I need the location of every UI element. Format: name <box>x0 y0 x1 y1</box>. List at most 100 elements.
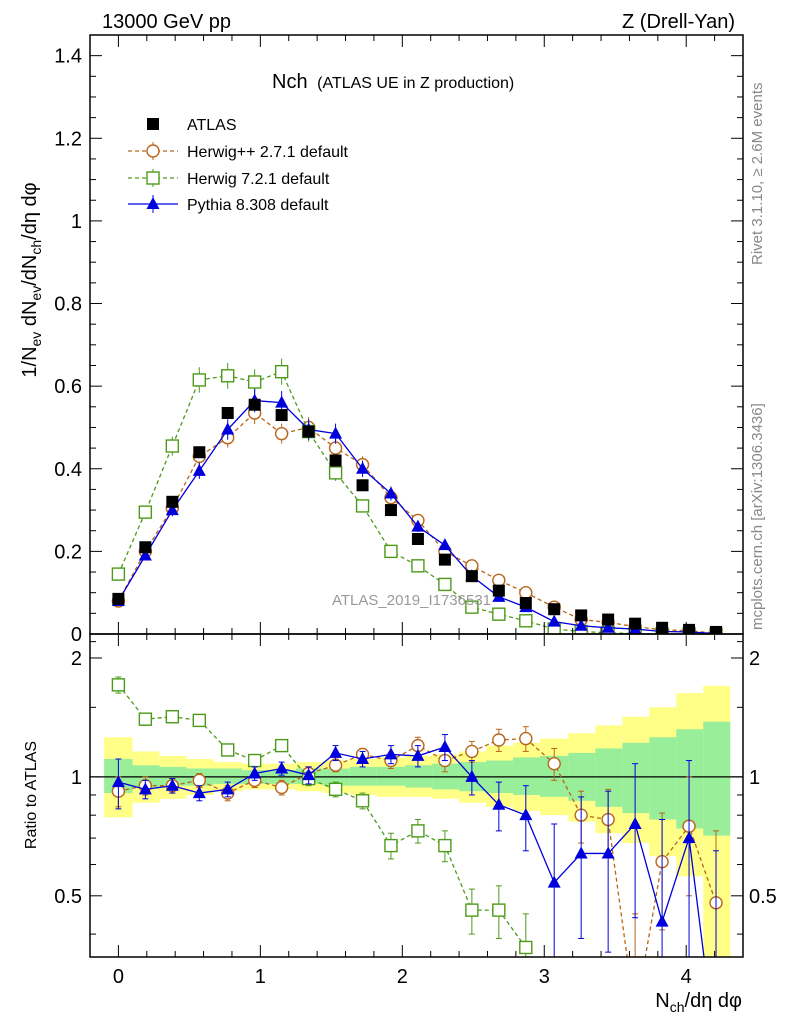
ratio-y-axis-label: Ratio to ATLAS <box>23 741 40 849</box>
x-axis-label: Nch/dη dφ <box>655 990 742 1015</box>
ratio-point-square <box>328 782 343 797</box>
point-data <box>384 504 397 517</box>
legend-label: Pythia 8.308 default <box>187 197 329 214</box>
point-circle <box>519 585 533 600</box>
point-circle <box>274 426 289 441</box>
plot-title-sub: (ATLAS UE in Z production) <box>317 75 514 92</box>
point-data <box>356 479 369 492</box>
point-triangle <box>356 461 370 474</box>
y-tick-label: 1.4 <box>54 46 82 68</box>
x-tick-label: 2 <box>397 966 408 988</box>
ratio-point-square <box>438 838 452 853</box>
ratio-point-square <box>465 903 479 917</box>
point-square <box>492 607 506 621</box>
point-triangle <box>275 395 289 408</box>
ratio-y-tick-label-right: 1 <box>749 767 760 789</box>
main-y-axis-label: 1/Nev dNev/dNch/dη dφ <box>19 182 44 377</box>
ratio-axes: 0.5 0.5 1 1 2 2 0 1 2 3 4 <box>54 633 777 988</box>
point-triangle <box>221 422 235 435</box>
point-square <box>411 559 425 573</box>
y-tick-label: 0.4 <box>54 459 82 481</box>
header-energy: 13000 GeV pp <box>102 11 231 33</box>
ratio-point-square <box>165 710 180 724</box>
point-data <box>166 495 179 508</box>
ratio-point-triangle <box>601 846 615 859</box>
analysis-watermark: ATLAS_2019_I1736531 <box>332 592 491 609</box>
ratio-point-triangle <box>329 745 343 758</box>
point-square <box>138 505 153 519</box>
ratio-point-square <box>519 940 533 955</box>
point-data <box>629 617 642 630</box>
legend-marker-circle <box>146 144 160 158</box>
point-data <box>302 425 315 438</box>
ratio-point-circle <box>465 744 479 759</box>
point-data <box>139 541 152 554</box>
ratio-point-triangle <box>384 747 398 760</box>
ratio-point-triangle <box>192 786 206 799</box>
ratio-uncertainty-bands <box>90 685 743 957</box>
point-data <box>221 406 234 419</box>
ratio-point-square <box>192 713 207 728</box>
ratio-point-triangle <box>574 846 588 859</box>
point-square <box>384 544 398 559</box>
plot-title: Nch (ATLAS UE in Z production) <box>272 71 514 93</box>
ratio-point-triangle <box>221 782 235 795</box>
point-data <box>710 625 723 634</box>
point-square <box>438 577 452 592</box>
point-square <box>274 364 289 379</box>
legend-marker-data <box>147 118 159 130</box>
point-data <box>112 592 125 605</box>
rivet-label: Rivet 3.1.10, ≥ 2.6M events <box>749 83 766 266</box>
x-tick-label: 0 <box>113 966 124 988</box>
band-green <box>703 721 731 836</box>
ratio-point-circle <box>328 758 343 772</box>
point-square <box>111 567 126 581</box>
point-square <box>519 614 533 628</box>
y-tick-label: 0.8 <box>54 294 82 316</box>
ratio-point-triangle <box>547 875 561 888</box>
point-data <box>329 454 342 467</box>
point-data <box>519 597 532 610</box>
ratio-point-triangle <box>275 761 289 774</box>
point-data <box>438 553 451 566</box>
point-data <box>683 623 696 634</box>
point-data <box>193 446 206 459</box>
ratio-point-square <box>411 824 425 838</box>
point-triangle <box>384 486 398 499</box>
point-data <box>492 584 505 597</box>
band-green <box>213 768 242 784</box>
ratio-point-circle <box>274 780 289 795</box>
ratio-point-triangle <box>302 768 316 781</box>
point-square <box>192 373 207 387</box>
point-data <box>465 570 478 583</box>
ratio-point-circle <box>192 773 207 788</box>
point-triangle <box>192 463 206 476</box>
point-square <box>220 369 235 383</box>
band-green <box>622 742 650 814</box>
ratio-y-tick-label-right: 0.5 <box>749 886 777 908</box>
ratio-point-square <box>355 794 370 808</box>
point-triangle <box>438 538 452 551</box>
y-tick-label: 0.6 <box>54 376 82 398</box>
point-triangle <box>574 618 588 631</box>
ratio-point-square <box>138 712 153 726</box>
band-green <box>676 729 704 829</box>
point-square <box>247 375 262 389</box>
ratio-point-triangle <box>655 914 669 927</box>
ratio-point-circle <box>492 733 506 747</box>
header-process: Z (Drell-Yan) <box>622 11 735 33</box>
ratio-point-triangle <box>492 797 506 810</box>
band-green <box>649 737 677 820</box>
ratio-point-triangle <box>248 766 262 779</box>
legend: ATLAS Herwig++ 2.7.1 default Herwig 7.2.1 … <box>128 117 349 214</box>
ratio-point-square <box>220 743 235 757</box>
y-tick-label: 1.2 <box>54 128 82 150</box>
ratio-point-circle <box>519 731 533 746</box>
ratio-point-triangle <box>111 775 125 788</box>
main-series-layer <box>111 358 723 634</box>
ratio-point-circle <box>547 756 561 771</box>
y-tick-label: 1 <box>71 211 82 233</box>
x-tick-label: 4 <box>681 966 692 988</box>
point-square <box>328 466 343 480</box>
